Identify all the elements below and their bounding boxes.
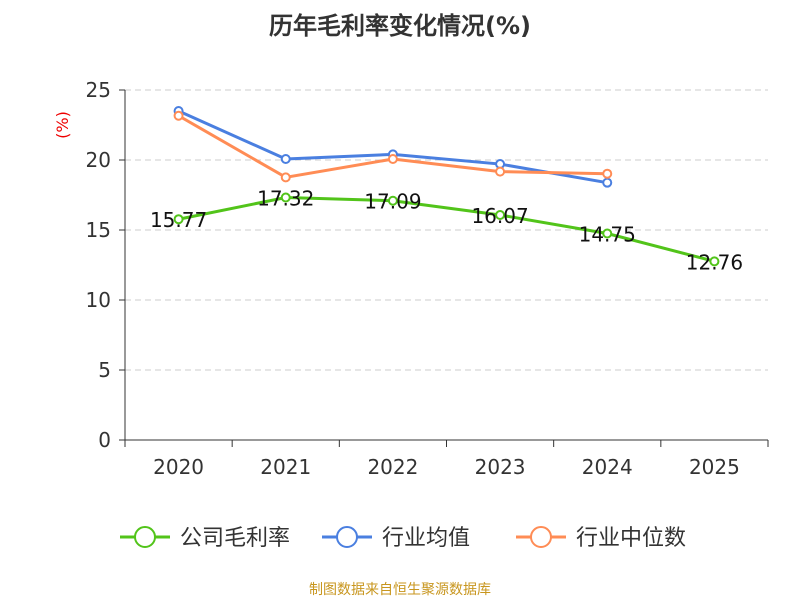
data-label: 14.75 <box>579 223 636 247</box>
data-label: 12.76 <box>686 250 743 274</box>
y-axis-label: (%) <box>53 111 72 139</box>
data-label: 17.09 <box>364 190 421 214</box>
x-tick-label: 2022 <box>367 455 418 479</box>
series-line-2 <box>177 114 608 179</box>
legend-marker-icon <box>530 526 552 548</box>
data-point <box>387 154 398 165</box>
legend-label: 公司毛利率 <box>180 526 290 551</box>
legend-label: 行业均值 <box>382 526 470 551</box>
x-tick-label: 2021 <box>260 455 311 479</box>
data-point <box>602 168 613 179</box>
data-point <box>280 154 291 165</box>
legend-marker-icon <box>134 526 156 548</box>
data-point <box>602 228 613 239</box>
data-label: 15.77 <box>150 208 207 232</box>
data-label: 16.07 <box>471 204 528 228</box>
y-tick-label: 0 <box>98 428 111 452</box>
data-point <box>709 256 720 267</box>
data-point <box>387 195 398 206</box>
x-tick-label: 2025 <box>689 455 740 479</box>
data-point <box>173 214 184 225</box>
data-point <box>495 166 506 177</box>
data-point <box>280 192 291 203</box>
source-note: 制图数据来自恒生聚源数据库 <box>309 582 491 598</box>
y-tick-label: 15 <box>86 218 111 242</box>
data-point <box>495 210 506 221</box>
data-point <box>173 110 184 121</box>
x-tick-label: 2024 <box>582 455 633 479</box>
data-label: 17.32 <box>257 187 314 211</box>
legend-label: 行业中位数 <box>576 526 686 551</box>
x-tick-label: 2020 <box>153 455 204 479</box>
y-tick-label: 20 <box>86 148 111 172</box>
y-tick-label: 5 <box>98 358 111 382</box>
x-tick-label: 2023 <box>475 455 526 479</box>
y-tick-label: 25 <box>86 78 111 102</box>
y-tick-label: 10 <box>86 288 111 312</box>
series-line-0 <box>178 196 715 263</box>
data-point <box>280 172 291 183</box>
legend-marker-icon <box>336 526 358 548</box>
chart-title: 历年毛利率变化情况(%) <box>269 12 531 40</box>
data-point <box>602 177 613 188</box>
